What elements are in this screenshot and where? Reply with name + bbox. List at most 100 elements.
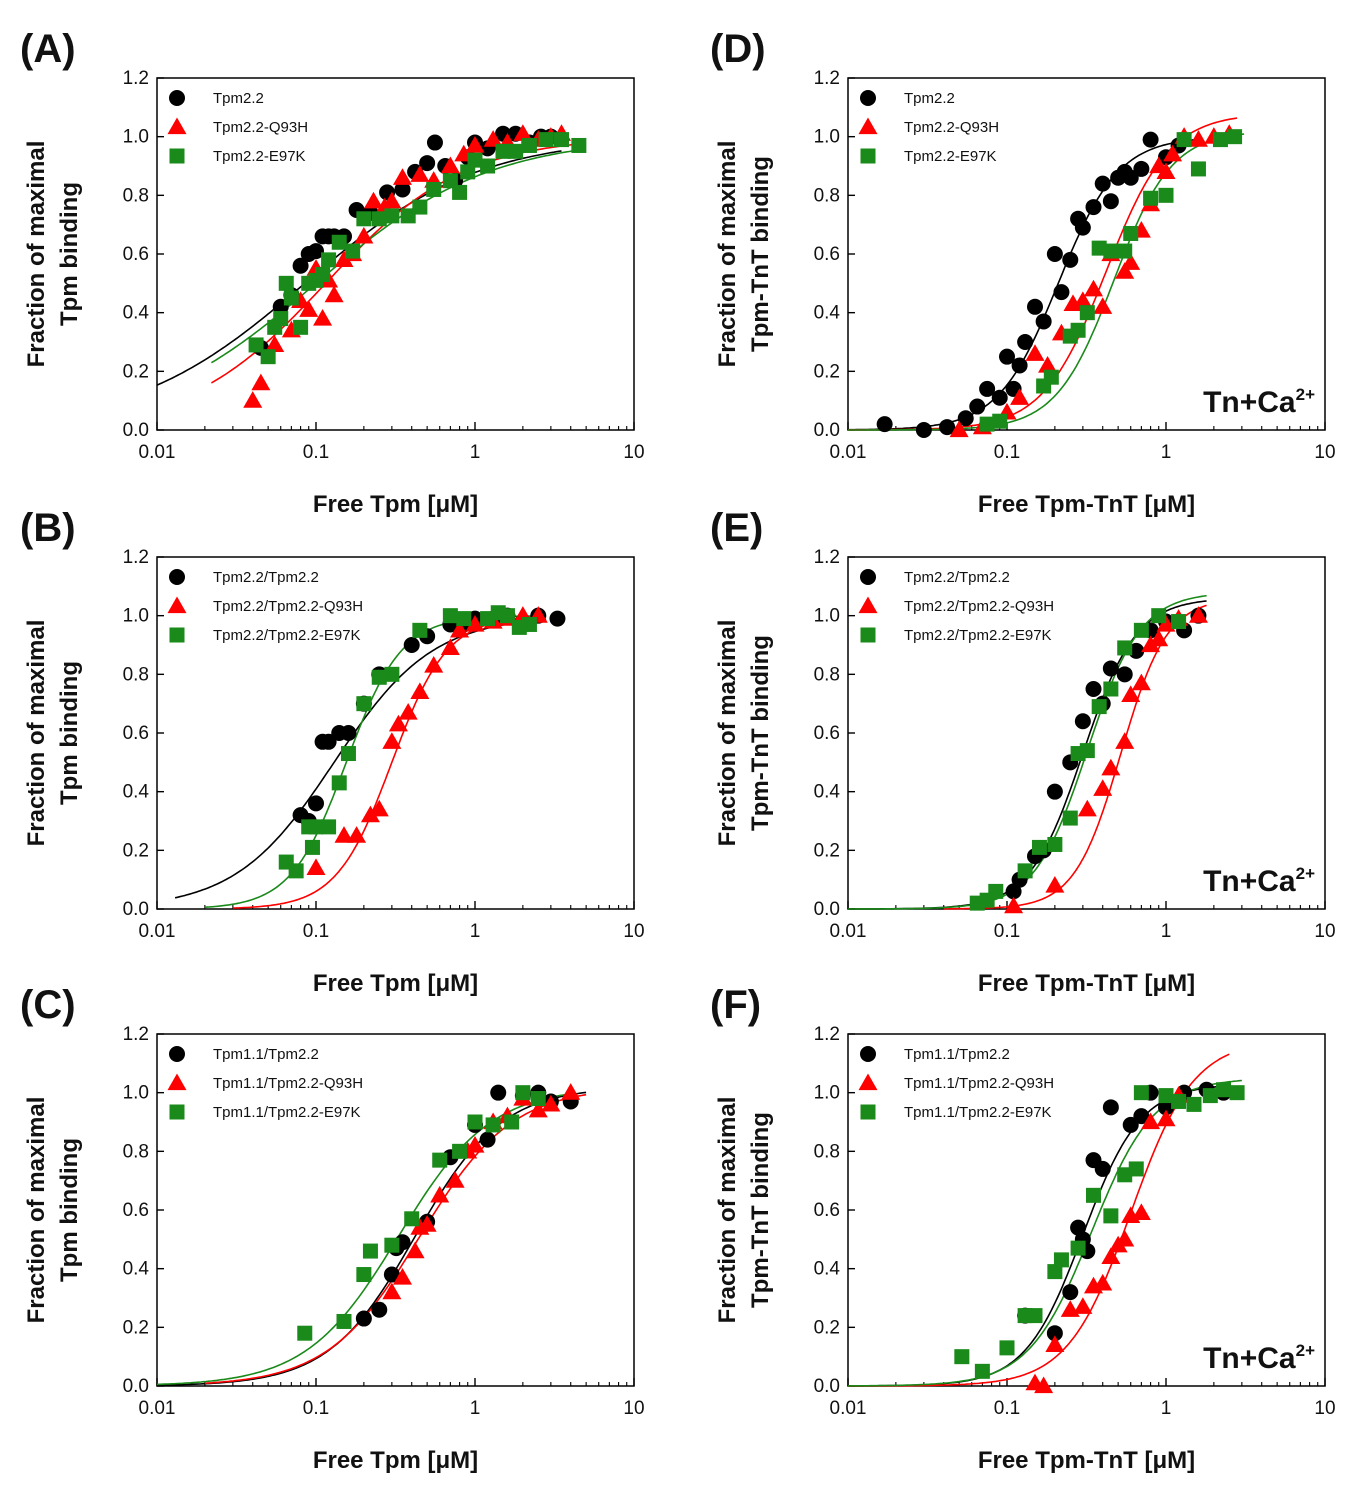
data-point [954, 1349, 970, 1365]
data-point [371, 1301, 388, 1318]
x-tick-label: 10 [1314, 921, 1335, 942]
legend-label: Tpm2.2/Tpm2.2-E97K [904, 627, 1052, 644]
data-point [321, 819, 337, 835]
data-point [299, 300, 319, 317]
data-point [308, 819, 324, 835]
data-point [1073, 1297, 1093, 1314]
y-tick-label: 0.0 [814, 420, 840, 441]
legend: Tpm2.2 Tpm2.2-Q93H Tpm2.2-E97K [858, 90, 999, 165]
series-3 [297, 1085, 546, 1341]
data-point [999, 348, 1015, 365]
data-point [1062, 1284, 1079, 1301]
y-tick-label: 1.0 [814, 606, 840, 627]
legend-marker [169, 1104, 185, 1120]
x-axis-title: Free Tpm-TnT [μM] [978, 970, 1195, 997]
annotation-superscript: 2+ [1296, 1341, 1315, 1360]
data-point [528, 1100, 548, 1118]
x-tick-label: 0.01 [139, 921, 176, 942]
x-tick-label: 0.1 [303, 921, 329, 942]
data-point [456, 611, 472, 627]
data-point [1046, 1325, 1063, 1342]
data-point [561, 1083, 581, 1100]
data-point [508, 143, 524, 159]
data-point [1123, 225, 1139, 241]
data-point [479, 1131, 496, 1148]
data-point [1046, 246, 1063, 262]
data-point [1122, 169, 1139, 186]
y-tick-label: 0.4 [123, 1259, 150, 1280]
data-point [915, 422, 932, 438]
data-point [243, 391, 263, 408]
data-point [1190, 161, 1206, 177]
legend-marker [858, 1073, 878, 1091]
y-tick-label: 0.4 [814, 303, 841, 324]
data-point [334, 826, 354, 843]
data-point [467, 1114, 483, 1130]
series-3 [969, 608, 1187, 911]
data-point [521, 137, 537, 153]
series-2 [306, 606, 548, 876]
x-tick-label: 1 [470, 1398, 481, 1419]
x-tick-label: 0.1 [303, 442, 329, 463]
data-point [320, 733, 337, 750]
data-point [1133, 1108, 1150, 1125]
legend-label: Tpm2.2-Q93H [904, 119, 999, 136]
data-point [979, 380, 996, 397]
data-point [1156, 162, 1176, 179]
data-point [1131, 673, 1151, 691]
y-tick-label: 1.2 [814, 1024, 840, 1045]
data-point [404, 1211, 420, 1227]
y-tick-label: 1.0 [123, 127, 149, 148]
data-point [248, 337, 264, 353]
data-point [1026, 298, 1043, 315]
data-point [988, 883, 1004, 899]
y-tick-label: 0.2 [123, 1317, 149, 1338]
data-point [315, 267, 331, 283]
data-point [1163, 144, 1183, 162]
chart-panel-b: (B) 0.0 0.2 0.4 0.6 0.8 1.0 1.2 0.01 0.1 1 10 Free T… [20, 506, 645, 997]
legend-marker [169, 1046, 185, 1062]
data-point [1188, 130, 1208, 147]
data-point [1035, 313, 1052, 330]
data-point [1171, 614, 1187, 630]
series-3 [954, 1082, 1245, 1379]
legend-label: Tpm1.1/Tpm2.2-Q93H [213, 1075, 363, 1092]
data-point [388, 714, 408, 732]
legend-marker [167, 1073, 187, 1091]
data-point [515, 1085, 531, 1101]
data-point [1046, 783, 1063, 800]
data-point [452, 1143, 468, 1159]
series-3 [248, 132, 587, 365]
data-point [480, 158, 496, 174]
y-tick-label: 0.4 [814, 782, 841, 803]
chart-panel-e: (E) 0.0 0.2 0.4 0.6 0.8 1.0 1.2 0.01 0.1 1 10 Free T… [710, 506, 1336, 997]
panel-letter: (D) [710, 27, 766, 71]
data-point [292, 257, 309, 274]
y-tick-label: 1.2 [814, 68, 840, 89]
legend-label: Tpm1.1/Tpm2.2 [213, 1046, 319, 1063]
x-tick-label: 0.1 [994, 1398, 1020, 1419]
data-point [297, 1325, 313, 1341]
x-axis-title: Free Tpm-TnT [μM] [978, 1447, 1195, 1474]
data-point [356, 696, 372, 712]
y-tick-label: 1.2 [123, 1024, 149, 1045]
data-point [554, 132, 570, 148]
data-point [1102, 193, 1119, 210]
data-point [571, 137, 587, 153]
x-tick-label: 0.01 [139, 442, 176, 463]
data-point [417, 1215, 437, 1232]
data-point [410, 682, 430, 700]
data-point [1034, 1376, 1054, 1394]
data-point [347, 826, 367, 843]
y-tick-label: 0.2 [814, 1317, 840, 1338]
legend-label: Tpm2.2/Tpm2.2-Q93H [213, 598, 363, 615]
x-tick-label: 10 [1314, 1398, 1335, 1419]
data-point [430, 1185, 450, 1203]
panel-letter: (B) [20, 506, 76, 550]
series-1 [1005, 607, 1207, 900]
data-point [499, 608, 515, 624]
data-point [1093, 297, 1113, 314]
x-tick-label: 0.1 [303, 1398, 329, 1419]
legend-label: Tpm1.1/Tpm2.2 [904, 1046, 1010, 1063]
